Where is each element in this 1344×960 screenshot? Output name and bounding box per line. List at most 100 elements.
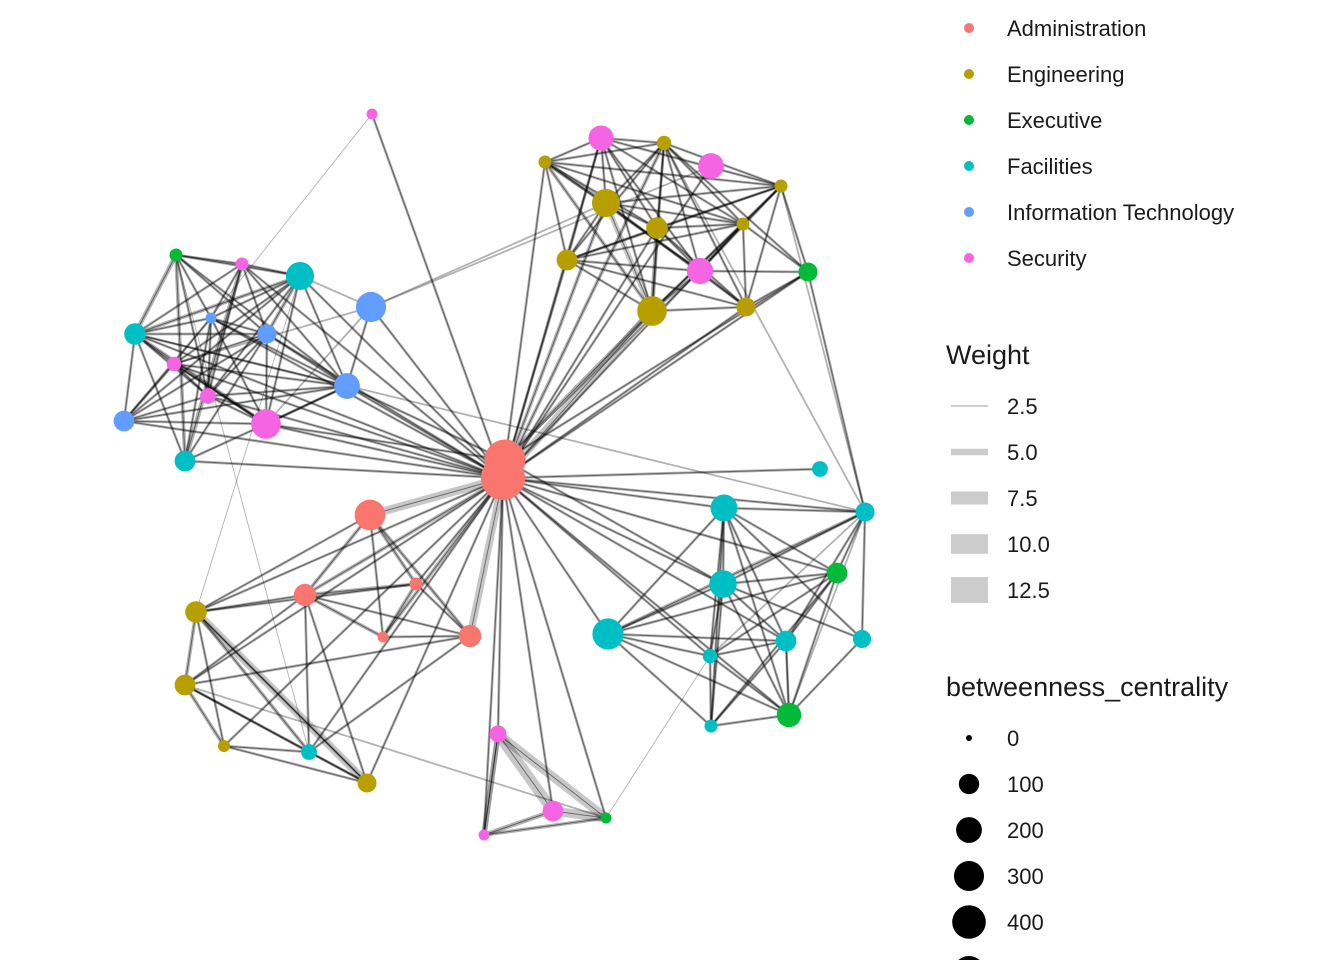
edge-core-f8-x4 [607,633,790,716]
edge-hub1-s8 [482,476,505,837]
edge-e2-e7 [604,184,783,205]
edge-core-hub1-f1 [299,275,504,479]
legend-weight-key-4 [951,577,988,603]
edge-hub1-e1 [501,160,547,480]
node-s3 [251,409,281,439]
node-s7 [698,153,724,179]
edge-core-hub1-f6 [502,477,724,585]
edge-hub1-e8 [498,306,657,483]
node-x4 [776,702,802,728]
edge-core-s3-f3 [184,423,267,462]
edge-core-e10-e13 [195,611,368,784]
edge-core-hub1-i3 [370,306,504,479]
edge-hub1-f6 [501,476,725,586]
edge-core-hub1-e8 [502,310,653,479]
edge-core-a2-a5 [304,594,471,637]
edge-core-s3-i4 [265,385,348,425]
edge-f10-f13 [860,510,867,641]
edge-hub1-s9 [496,476,505,736]
edge-s7-i3 [370,165,712,308]
edge-s1-e3 [599,136,659,230]
legend-betweenness-key-cutoff [958,956,980,960]
edge-f2-s5 [133,262,244,336]
edge-core-f5-f12 [710,507,725,727]
edge-s3-i5 [122,419,268,426]
edge-core-x3-f5 [723,507,838,574]
edge-f8-f6 [606,582,725,636]
edge-core-s2-i2 [173,333,268,365]
node-s1 [588,125,614,151]
node-i2 [257,324,277,344]
edge-a3-a4 [381,582,418,639]
edge-f8-x3 [606,571,839,636]
edge-core-s1-e5 [600,137,744,225]
edge-i2-i4 [265,332,349,388]
edge-f9-f12 [709,639,788,728]
edge-core-s4-s5 [207,263,243,397]
legend-label-security: Security [1007,246,1086,271]
edge-core-hub1-e10 [195,477,504,613]
edge-f10-f11 [709,511,866,657]
edge-a5-e11 [183,634,472,687]
edge-e4-s6 [662,141,702,273]
legend-dot-administration [964,23,974,33]
legend-label-executive: Executive [1007,108,1102,133]
edge-core-e8-e9 [651,306,747,312]
edge-hub1-e2 [501,201,608,480]
edge-core-x3-x4 [788,572,838,716]
edge-core-hub1-s1 [502,137,602,479]
edge-hub1-f11 [501,476,712,658]
edge-hub1-e12 [222,476,505,748]
edge-s2-s3 [172,362,268,426]
edge-core-s4-i2 [207,333,268,397]
edge-core-hub1-s7 [502,165,712,479]
edge-core-a1-a4 [369,514,384,638]
edge-core-x3-f9 [785,572,838,642]
node-s0 [366,108,378,120]
edge-core-hub1-f3 [184,460,504,479]
edge-e12-e13 [222,744,369,785]
edge-core-hub1-s0 [371,113,504,479]
edge-e1-e7 [543,160,783,188]
legend-weight: 2.5 5.0 7.5 10.0 12.5 [951,394,1050,603]
edge-core-a2-e10 [195,594,306,613]
legend-weight-key-2 [951,491,988,505]
edge-f5-x4 [722,506,791,717]
edge-x5-s8 [482,816,608,837]
edge-s3-f2 [133,332,268,426]
edge-e1-e5 [543,160,745,226]
edge-core-e9-x2 [745,271,809,308]
edge-f1-i4 [298,274,349,388]
edge-s9-x5 [493,729,611,823]
node-e9 [736,297,756,317]
edge-x3-f12 [709,571,839,728]
edge-core-a2-e11 [184,594,306,686]
edge-e7-e9 [744,184,783,309]
edge-e2-e9 [604,201,748,309]
edge-core-hub1-f5 [502,477,725,509]
edge-core-a3-a4 [382,583,417,638]
legend-betweenness-key-4 [952,905,986,939]
edge-s8-s9 [481,731,501,838]
edge-core-f5-x4 [723,507,790,716]
edge-core-e10-f7 [195,611,310,753]
edge-core-s9-s10 [497,733,554,812]
edge-a4-a5 [381,634,472,639]
legend-weight-label-3: 10.0 [1007,532,1050,557]
node-e1 [538,155,552,169]
edge-s2-s3 [172,362,268,426]
edge-f2-i1 [133,316,213,336]
edge-core-e6-e7 [566,185,782,261]
edge-s3-i1 [209,316,268,426]
edge-s10-s8 [481,808,556,838]
edge-core-f9-x4 [785,640,790,716]
edge-core-f9-f6 [722,583,787,642]
edge-hub1-a4 [381,476,505,639]
node-f8 [592,618,624,650]
edge-s1-e5 [599,136,745,226]
edge-hub1-f4 [501,467,822,480]
edge-core-f2-f3 [134,333,186,462]
edge-hub1-i4 [345,384,505,480]
edge-hub1-e11 [183,476,505,687]
edge-core-e3-e4 [656,142,665,229]
